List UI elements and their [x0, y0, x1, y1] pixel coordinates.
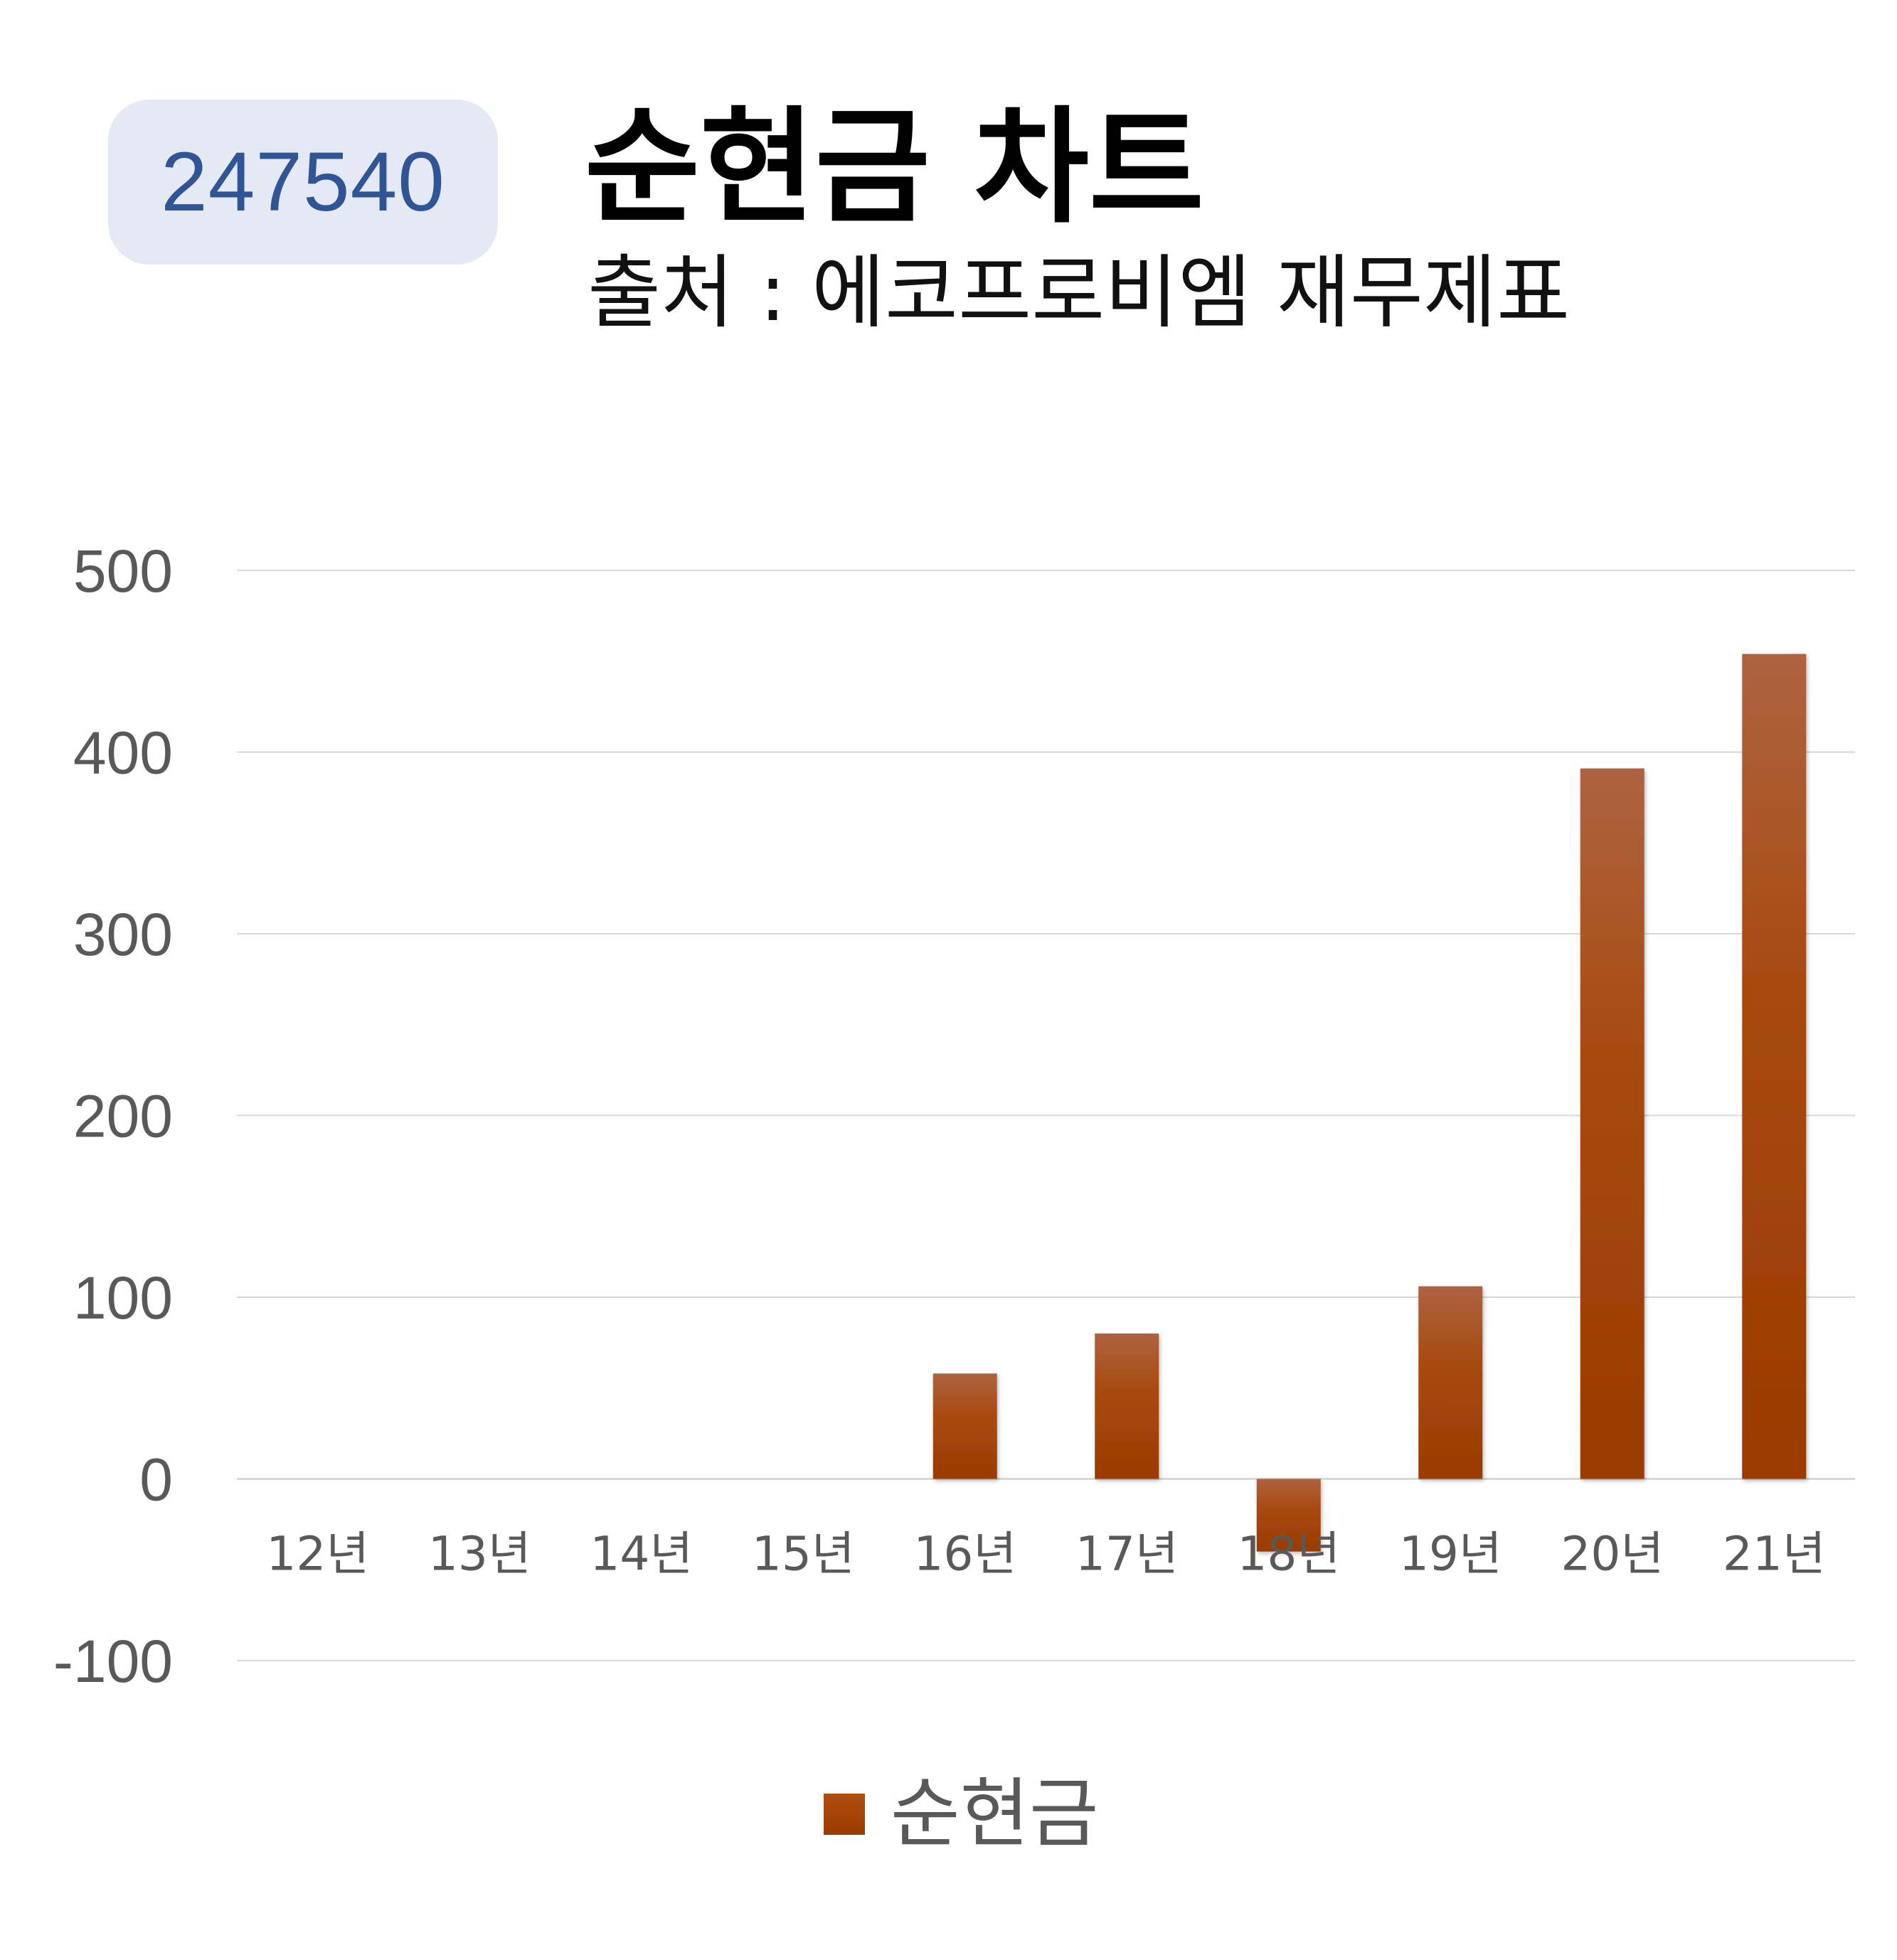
y-axis-ticks: 500 400 300 200 100 0 -100: [53, 538, 173, 1695]
y-tick-label: 300: [73, 901, 173, 968]
y-tick-label: -100: [53, 1628, 173, 1695]
x-axis-ticks: 12년 13년 14년 15년 16년 17년 18년 19년 20년 21년: [266, 1527, 1825, 1582]
stock-code-badge: 247540: [108, 100, 498, 265]
bar: [1580, 768, 1644, 1479]
bar: [1095, 1333, 1159, 1479]
bars: [932, 654, 1807, 1552]
x-tick-label: 20년: [1561, 1527, 1664, 1582]
stock-code-label: 247540: [161, 135, 445, 229]
legend-label: 순현금: [891, 1770, 1099, 1858]
chart-subtitle: 출처 : 에코프로비엠 재무제표: [588, 247, 1571, 339]
x-tick-label: 14년: [590, 1527, 693, 1582]
chart-title: 순현금 차트: [585, 95, 1204, 240]
bar: [1418, 1286, 1483, 1479]
y-tick-label: 200: [73, 1083, 173, 1150]
bar: [1256, 1479, 1321, 1552]
x-tick-label: 16년: [913, 1527, 1016, 1582]
bar: [932, 1373, 997, 1479]
x-tick-label: 13년: [428, 1527, 531, 1582]
y-tick-label: 0: [139, 1447, 173, 1513]
legend-swatch-icon: [824, 1794, 865, 1835]
x-tick-label: 12년: [266, 1527, 369, 1582]
bar: [1742, 654, 1807, 1479]
x-tick-label: 17년: [1075, 1527, 1179, 1582]
x-tick-label: 19년: [1399, 1527, 1502, 1582]
y-tick-label: 100: [73, 1264, 173, 1331]
legend: 순현금: [824, 1777, 1099, 1852]
x-tick-label: 18년: [1237, 1527, 1340, 1582]
x-tick-label: 21년: [1723, 1527, 1826, 1582]
y-tick-label: 500: [73, 538, 173, 604]
y-tick-label: 400: [73, 720, 173, 787]
x-tick-label: 15년: [752, 1527, 855, 1582]
